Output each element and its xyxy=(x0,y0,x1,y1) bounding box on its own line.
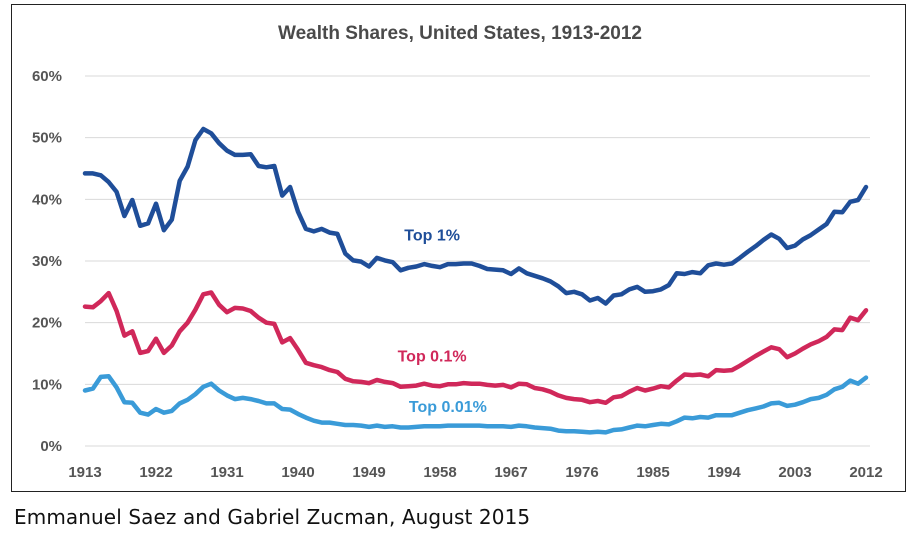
y-tick-label: 40% xyxy=(32,191,62,208)
x-tick-label: 1949 xyxy=(352,464,385,481)
y-tick-label: 0% xyxy=(40,438,62,455)
series-lines xyxy=(82,126,869,435)
series-label: Top 0.01% xyxy=(409,399,487,416)
y-tick-label: 10% xyxy=(32,376,62,393)
x-tick-label: 2003 xyxy=(778,464,811,481)
x-tick-label: 1931 xyxy=(210,464,243,481)
chart-title: Wealth Shares, United States, 1913-2012 xyxy=(278,23,642,44)
series-line-top-0-01- xyxy=(82,374,869,435)
y-tick-label: 60% xyxy=(32,68,62,85)
x-tick-label: 1940 xyxy=(281,464,314,481)
grid-lines xyxy=(85,75,870,447)
y-axis-ticks: 0% 10% 20% 30% 40% 50% 60% xyxy=(32,68,62,455)
source-caption: Emmanuel Saez and Gabriel Zucman, August… xyxy=(14,505,531,529)
y-tick-label: 20% xyxy=(32,315,62,332)
y-tick-label: 30% xyxy=(32,253,62,270)
x-tick-label: 1985 xyxy=(636,464,669,481)
x-tick-label: 1994 xyxy=(707,464,741,481)
series-labels: Top 1% Top 0.1% Top 0.01% xyxy=(398,228,487,416)
series-label: Top 1% xyxy=(404,228,460,245)
x-tick-label: 2012 xyxy=(849,464,882,481)
x-tick-label: 1922 xyxy=(139,464,172,481)
series-line-top-0-1- xyxy=(82,290,869,406)
series-line-top-1- xyxy=(82,126,869,306)
x-tick-label: 1967 xyxy=(494,464,527,481)
series-label: Top 0.1% xyxy=(398,349,467,366)
x-tick-label: 1976 xyxy=(565,464,598,481)
x-tick-label: 1913 xyxy=(68,464,101,481)
x-axis-ticks: 1913 1922 1931 1940 1949 1958 1967 1976 1985 1994… xyxy=(68,464,882,481)
x-tick-label: 1958 xyxy=(423,464,456,481)
y-tick-label: 50% xyxy=(32,130,62,147)
